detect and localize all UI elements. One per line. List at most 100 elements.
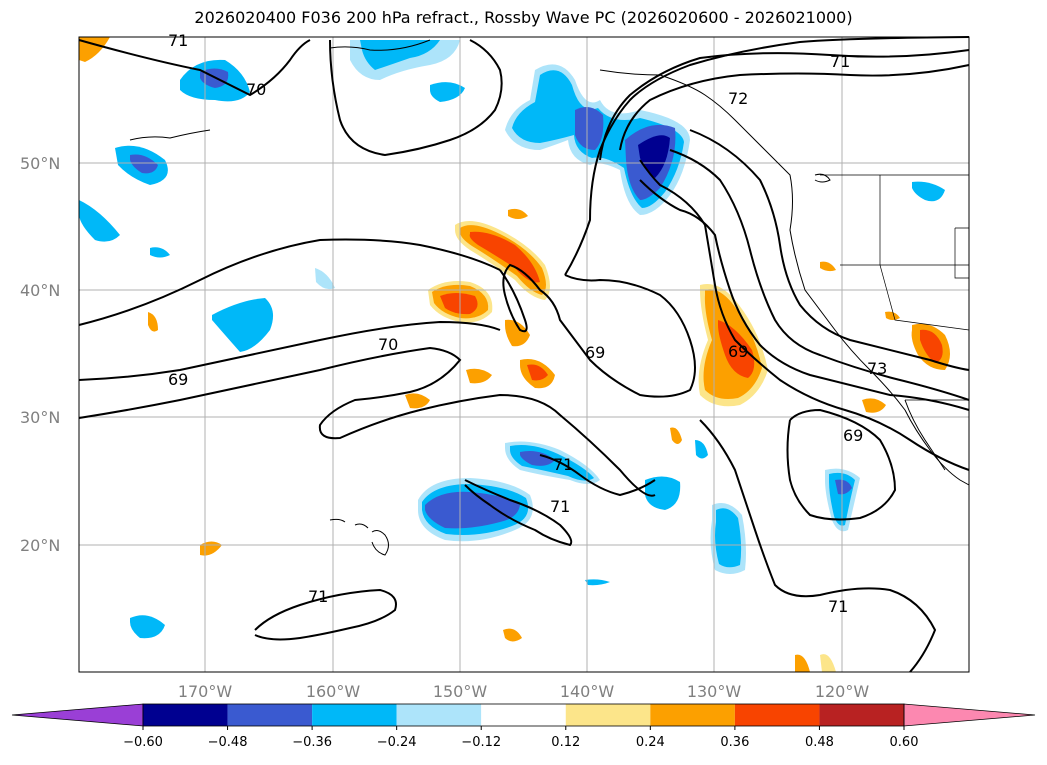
baja-coast xyxy=(904,399,946,471)
vancouver-island xyxy=(814,173,831,183)
borders xyxy=(820,174,970,401)
lon-label: 130°W xyxy=(687,682,742,701)
contour-label: 73 xyxy=(867,359,887,378)
lat-label: 40°N xyxy=(20,281,60,300)
positive-anomaly-fills xyxy=(79,37,950,672)
contours xyxy=(78,36,970,673)
fill-small-blob-2 xyxy=(695,440,708,459)
contour-69-coast xyxy=(639,159,970,471)
fill-aleutian-2-mid xyxy=(130,154,158,174)
fill-subtrop-2 xyxy=(645,476,681,510)
lon-label: 170°W xyxy=(178,682,233,701)
contour-71-north xyxy=(78,39,311,97)
contour-label: 70 xyxy=(378,335,398,354)
lon-label: 160°W xyxy=(306,682,361,701)
fill-pos-9 xyxy=(148,312,158,332)
fill-pos-nw-corner xyxy=(79,37,110,62)
lon-label: 120°W xyxy=(815,682,870,701)
contour-69-west xyxy=(78,320,501,381)
contour-69-central xyxy=(499,263,696,398)
hawaii-islands xyxy=(329,518,389,556)
contour-71-south xyxy=(699,419,937,673)
contour-73-outer xyxy=(689,129,970,371)
fill-pos-4-red xyxy=(920,329,943,363)
colorbar: −0.60 −0.48 −0.36 −0.24 −0.12 0.12 0.24 0.36 0.4… xyxy=(11,703,1036,750)
contour-72-inner xyxy=(619,64,970,151)
fill-pos-10 xyxy=(862,398,886,413)
aleutian-islands xyxy=(129,129,211,141)
fill-west-pacific-1 xyxy=(212,298,274,352)
colorbar-swatch xyxy=(481,704,566,726)
state-border-3 xyxy=(954,227,969,279)
fill-pos-1-red xyxy=(469,231,540,283)
fill-pos-8 xyxy=(405,393,430,409)
colorbar-tick-label: 0.24 xyxy=(636,735,665,750)
colorbar-tick-label: −0.60 xyxy=(123,735,163,750)
contour-label: 71 xyxy=(308,587,328,606)
fill-pos-7 xyxy=(466,368,492,384)
contour-label: 69 xyxy=(843,426,863,445)
lat-label: 30°N xyxy=(20,408,60,427)
fill-small-blob-1 xyxy=(430,82,465,102)
map-frame xyxy=(78,36,970,673)
contour-label: 70 xyxy=(246,80,266,99)
state-border-2 xyxy=(840,264,970,331)
fill-west-edge xyxy=(79,200,120,242)
colorbar-swatch xyxy=(143,704,228,726)
fill-pos-6 xyxy=(505,319,530,347)
colorbar-tick-label: −0.12 xyxy=(461,735,501,750)
longitude-labels: 170°W 160°W 150°W 140°W 130°W 120°W xyxy=(178,682,870,701)
west-coast-line xyxy=(599,69,970,486)
coastlines xyxy=(129,39,970,556)
colorbar-swatch xyxy=(819,704,904,726)
colorbar-swatch xyxy=(312,704,397,726)
contour-71-hawaii xyxy=(464,479,573,547)
fill-pos-15 xyxy=(508,208,528,219)
colorbar-extend-high xyxy=(903,703,1036,727)
colorbar-tick-label: 0.36 xyxy=(720,735,749,750)
fill-aleutian-top-blue xyxy=(360,40,440,70)
fill-pos-14 xyxy=(503,628,522,642)
contour-label: 71 xyxy=(830,52,850,71)
fill-west-pacific-2 xyxy=(150,247,170,258)
colorbar-swatch xyxy=(734,704,820,726)
latitude-labels: 50°N 40°N 30°N 20°N xyxy=(20,154,60,555)
contour-73-east xyxy=(669,149,970,401)
contour-label: 69 xyxy=(585,343,605,362)
graticule xyxy=(79,37,969,672)
contour-69-south xyxy=(78,346,656,497)
fill-pos-12 xyxy=(795,654,810,672)
map-title: 2026020400 F036 200 hPa refract., Rossby… xyxy=(194,8,853,27)
fill-subtrop-3-blue xyxy=(715,508,742,568)
colorbar-tick-label: −0.24 xyxy=(377,735,417,750)
contour-label: 69 xyxy=(168,370,188,389)
fill-pos-18 xyxy=(885,311,900,320)
colorbar-tick-label: −0.48 xyxy=(208,735,248,750)
contour-69-closed xyxy=(786,408,897,521)
contour-label: 69 xyxy=(728,342,748,361)
colorbar-swatch xyxy=(565,704,651,726)
contour-labels: 71 70 69 70 69 72 71 69 71 71 69 73 71 7… xyxy=(168,31,887,616)
colorbar-tick-label: 0.60 xyxy=(890,735,919,750)
fill-pos-17 xyxy=(820,261,836,272)
contour-label: 71 xyxy=(550,497,570,516)
fill-subtrop-1-mid xyxy=(520,451,555,466)
colorbar-tick-label: 0.48 xyxy=(805,735,834,750)
fill-hawaii-mid xyxy=(425,491,520,529)
contour-70-loop xyxy=(329,39,503,157)
colorbar-swatch xyxy=(227,704,313,726)
fill-south-small xyxy=(585,579,610,586)
fill-pos-5-red xyxy=(527,364,548,381)
colorbar-tick-label: −0.36 xyxy=(292,735,332,750)
fill-southwest xyxy=(130,615,165,639)
contour-72-ridge xyxy=(599,49,970,161)
colorbar-tick-label: 0.12 xyxy=(551,735,580,750)
fill-pos-2-red xyxy=(440,293,478,315)
fill-pos-11 xyxy=(670,427,682,444)
contour-71-ridge xyxy=(564,36,970,276)
lon-label: 150°W xyxy=(433,682,488,701)
fill-northwest-us xyxy=(912,181,945,202)
colorbar-swatch xyxy=(396,704,482,726)
contour-label: 71 xyxy=(828,597,848,616)
